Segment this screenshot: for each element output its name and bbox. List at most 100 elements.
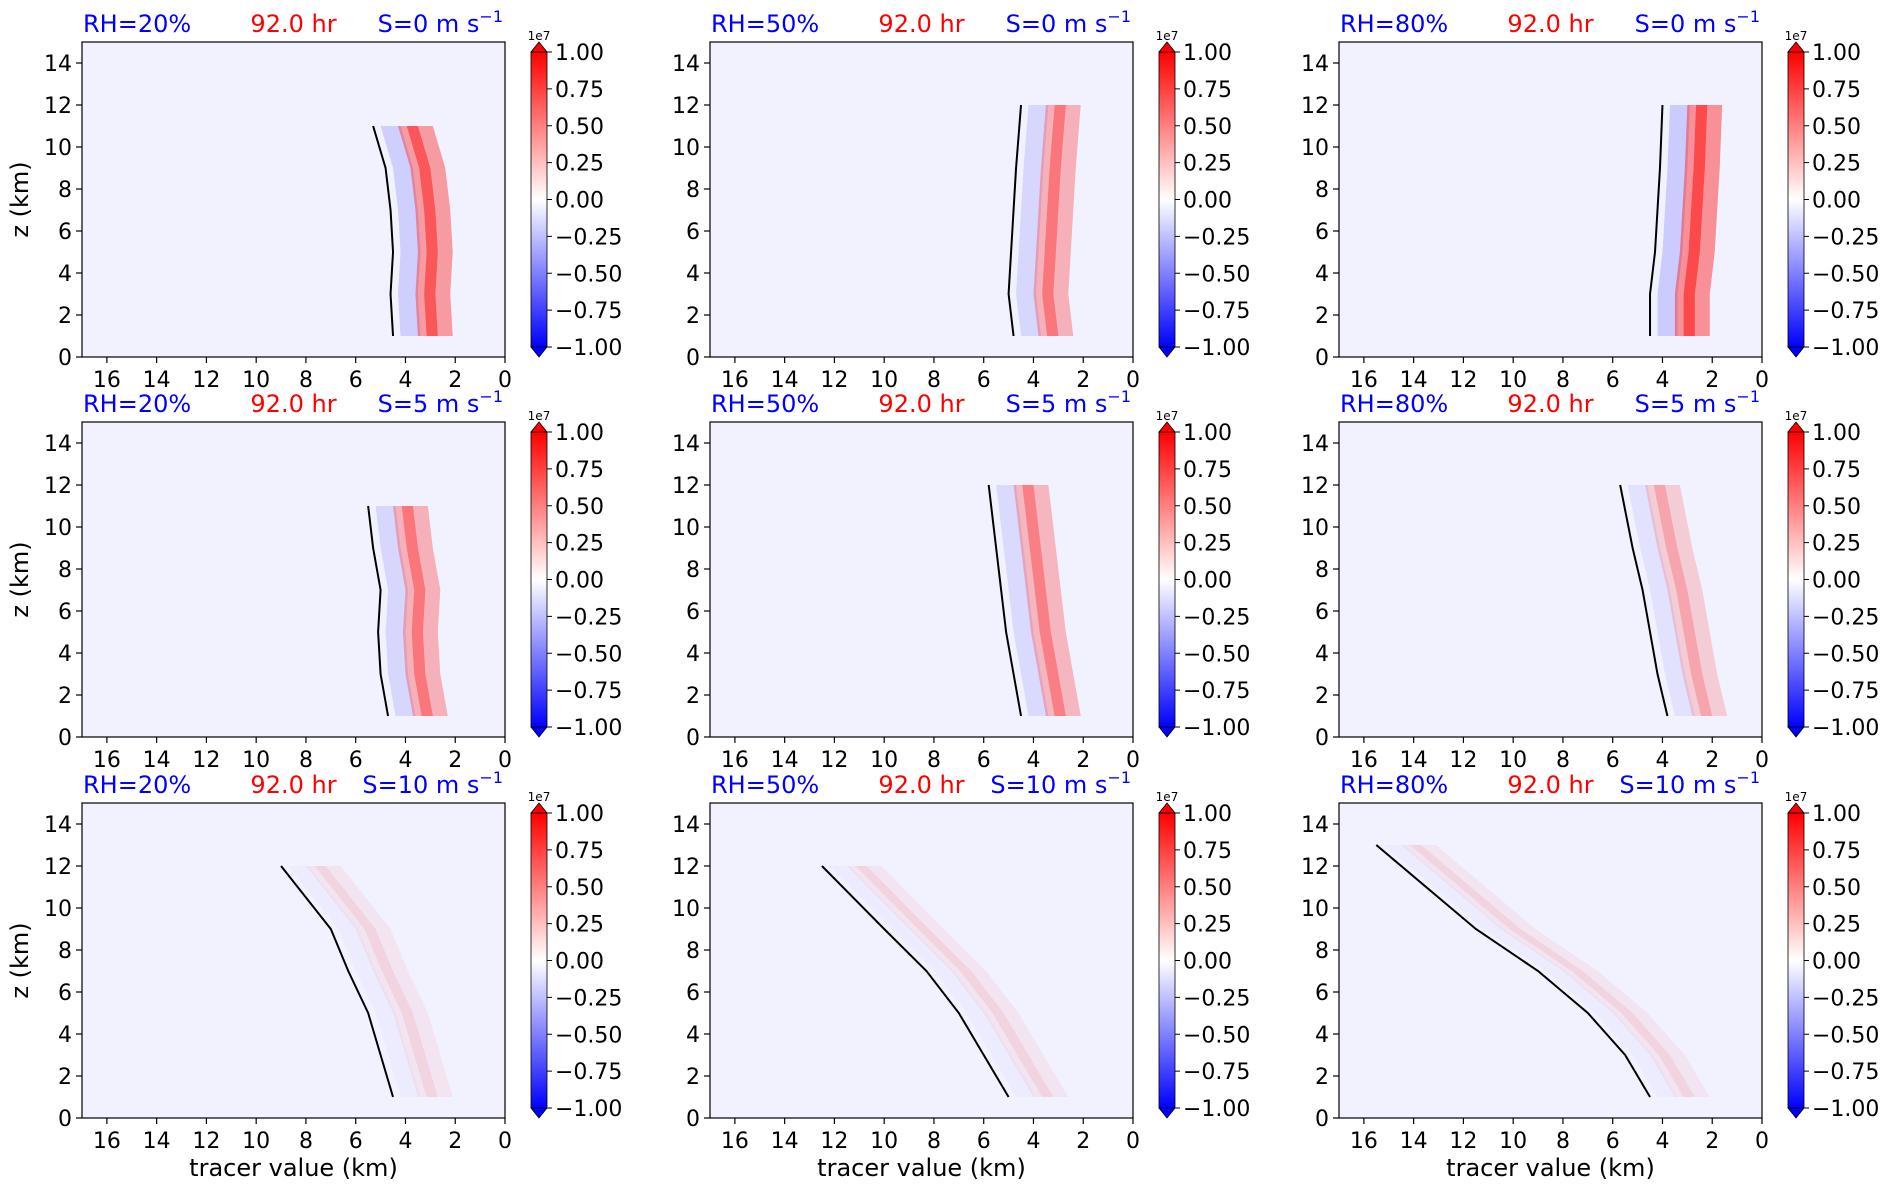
- colorbar: [1787, 431, 1805, 728]
- x-tick-label: 4: [1655, 1129, 1669, 1154]
- y-tick-label: 6: [686, 981, 700, 1006]
- x-tick-label: 8: [927, 1129, 941, 1154]
- y-tick-label: 0: [1315, 346, 1329, 371]
- y-axis-label: z (km): [6, 922, 34, 998]
- y-tick-label: 0: [686, 1107, 700, 1132]
- colorbar-tick-label: 0.50: [1183, 115, 1232, 140]
- shear-label: S=5 m s−1: [1006, 387, 1131, 418]
- colorbar-tick-label: 0.00: [1183, 189, 1232, 214]
- rh-label: RH=20%: [83, 771, 191, 799]
- colorbar: [530, 431, 548, 728]
- colorbar-tick-label: 0.00: [1812, 569, 1861, 594]
- colorbar-tick-label: 0.00: [1183, 569, 1232, 594]
- colorbar-tick-label: 1.00: [1183, 802, 1232, 827]
- colorbar-tick-label: 0.25: [1183, 913, 1232, 938]
- colorbar: [530, 812, 548, 1109]
- y-tick-label: 6: [58, 600, 72, 625]
- colorbar-extend-top: [1787, 41, 1805, 53]
- y-tick-label: 10: [672, 516, 700, 541]
- y-tick-label: 12: [1301, 855, 1329, 880]
- time-label: 92.0 hr: [878, 390, 964, 418]
- y-tick-label: 8: [58, 178, 72, 203]
- x-tick-label: 4: [1026, 748, 1040, 773]
- panel-3: 16 14 12 10 8 6 4 2 0 0 2 4 6 8 10 12 14 RH=80% 92.0 hr S=0…: [1301, 7, 1879, 393]
- colorbar-tick-label: 0.75: [555, 458, 604, 483]
- colorbar-tick-label: −1.00: [1812, 1097, 1879, 1122]
- y-tick-label: 0: [686, 726, 700, 751]
- y-tick-label: 10: [44, 136, 72, 161]
- positive-core: [855, 866, 1054, 1097]
- y-tick-label: 0: [686, 346, 700, 371]
- colorbar-tick-label: −0.75: [1812, 299, 1879, 324]
- positive-core: [406, 126, 438, 336]
- x-tick-label: 4: [1655, 748, 1669, 773]
- y-tick-label: 0: [1315, 726, 1329, 751]
- panel-7: 16 14 12 10 8 6 4 2 0 0 2 4 6 8 10 12 14 z (km) tracer val…: [6, 768, 622, 1182]
- colorbar-exponent: 1e7: [1785, 409, 1808, 423]
- x-tick-label: 2: [1076, 748, 1090, 773]
- colorbar-tick-label: 1.00: [1183, 421, 1232, 446]
- y-tick-label: 10: [672, 897, 700, 922]
- x-axis-label: tracer value (km): [189, 1154, 398, 1182]
- positive-core: [1022, 485, 1066, 716]
- colorbar-tick-label: 1.00: [555, 421, 604, 446]
- y-tick-label: 12: [44, 94, 72, 119]
- y-tick-label: 14: [1301, 813, 1329, 838]
- y-tick-label: 2: [686, 1065, 700, 1090]
- y-tick-label: 4: [1315, 262, 1329, 287]
- plot-background: [1339, 42, 1762, 357]
- negative-region: [996, 485, 1049, 716]
- y-tick-label: 4: [1315, 642, 1329, 667]
- y-tick-label: 14: [44, 52, 72, 77]
- colorbar-extend-top: [530, 802, 548, 814]
- colorbar-extend-bottom: [1158, 346, 1176, 358]
- colorbar-tick-label: −0.50: [1183, 262, 1250, 287]
- contour-line: [280, 865, 394, 1098]
- x-tick-label: 6: [977, 1129, 991, 1154]
- y-tick-label: 6: [686, 220, 700, 245]
- positive-core: [314, 866, 438, 1097]
- y-tick-label: 10: [672, 136, 700, 161]
- colorbar-tick-label: −1.00: [1183, 1097, 1250, 1122]
- colorbar-tick-label: −0.50: [555, 262, 622, 287]
- positive-core: [401, 506, 433, 716]
- colorbar-extend-top: [1158, 421, 1176, 433]
- colorbar-tick-label: 0.50: [555, 115, 604, 140]
- colorbar-exponent: 1e7: [1156, 29, 1179, 43]
- y-tick-label: 10: [1301, 136, 1329, 161]
- y-tick-label: 8: [1315, 939, 1329, 964]
- x-tick-label: 6: [977, 368, 991, 393]
- colorbar-tick-label: −0.25: [1812, 605, 1879, 630]
- x-tick-label: 12: [1449, 748, 1477, 773]
- x-tick-label: 10: [242, 748, 270, 773]
- colorbar-exponent: 1e7: [1785, 790, 1808, 804]
- x-tick-label: 6: [349, 368, 363, 393]
- time-label: 92.0 hr: [878, 771, 964, 799]
- x-tick-label: 8: [927, 748, 941, 773]
- axes-frame: [1338, 421, 1763, 738]
- y-tick-label: 4: [58, 1023, 72, 1048]
- colorbar-tick-label: 0.50: [1812, 495, 1861, 520]
- colorbar-tick-label: −0.50: [1812, 1023, 1879, 1048]
- colorbar-exponent: 1e7: [1156, 409, 1179, 423]
- x-tick-label: 0: [1755, 368, 1769, 393]
- axes-frame: [1338, 802, 1763, 1119]
- y-tick-label: 0: [1315, 1107, 1329, 1132]
- colorbar-exponent: 1e7: [528, 29, 551, 43]
- contour-line: [372, 125, 395, 337]
- negative-region: [1627, 485, 1695, 716]
- x-tick-label: 0: [498, 1129, 512, 1154]
- x-tick-label: 6: [1606, 748, 1620, 773]
- colorbar-tick-label: 0.75: [1183, 458, 1232, 483]
- y-tick-label: 8: [686, 178, 700, 203]
- panel-1: 16 14 12 10 8 6 4 2 0 0 2 4 6 8 10 12 14 z (km) RH=20% 92.0…: [6, 7, 622, 393]
- colorbar-tick-label: −0.50: [1183, 642, 1250, 667]
- plot-background: [82, 803, 505, 1118]
- colorbar-tick-label: 0.75: [555, 78, 604, 103]
- x-tick-label: 10: [1499, 368, 1527, 393]
- x-tick-label: 8: [299, 368, 313, 393]
- x-tick-label: 4: [1026, 1129, 1040, 1154]
- colorbar-tick-label: −0.50: [555, 642, 622, 667]
- colorbar-tick-label: −0.25: [555, 986, 622, 1011]
- colorbar-tick-label: −0.75: [1812, 679, 1879, 704]
